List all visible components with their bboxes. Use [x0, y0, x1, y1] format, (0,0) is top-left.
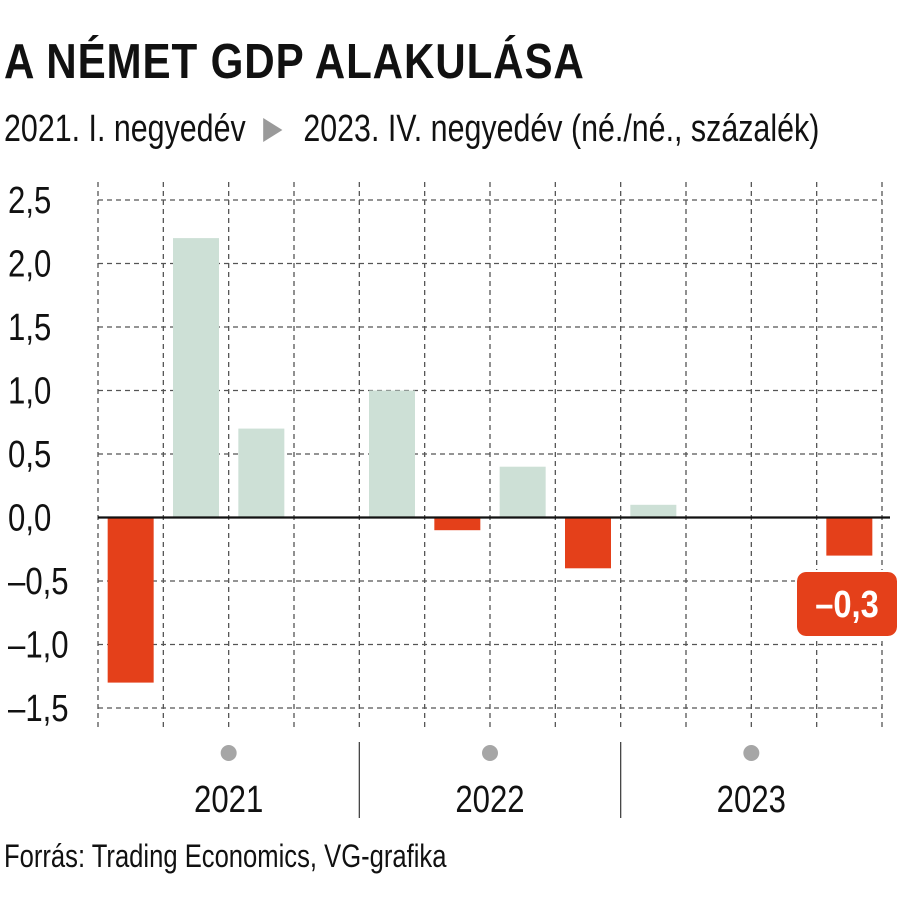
chart-title: A NÉMET GDP ALAKULÁSA	[4, 35, 585, 89]
x-year-label: 2021	[194, 779, 263, 821]
play-arrow-icon	[263, 117, 283, 142]
bar	[826, 517, 873, 556]
y-tick-label: 1,0	[8, 371, 51, 413]
year-marker-dot	[482, 745, 498, 761]
bar	[173, 238, 219, 518]
y-tick-label: 1,5	[8, 307, 51, 349]
y-tick-label: –0,5	[8, 561, 69, 603]
source-note: Forrás: Trading Economics, VG-grafika	[4, 838, 447, 874]
bar	[107, 517, 154, 683]
y-tick-label: –1,0	[8, 625, 69, 667]
bar	[434, 517, 481, 531]
bar	[369, 390, 415, 518]
subtitle-end: 2023. IV. negyedév (né./né., százalék)	[303, 108, 820, 150]
y-tick-label: 0,0	[8, 498, 51, 540]
x-year-label: 2022	[455, 779, 524, 821]
y-tick-label: –1,5	[8, 688, 69, 730]
y-tick-label: 2,0	[8, 244, 51, 286]
x-year-label: 2023	[717, 779, 786, 821]
bar	[630, 504, 677, 518]
y-tick-label: 2,5	[8, 180, 51, 222]
chart-subtitle: 2021. I. negyedév 2023. IV. negyedév (né…	[4, 108, 819, 151]
y-tick-label: 0,5	[8, 434, 51, 476]
value-callout-border	[795, 570, 899, 638]
subtitle-start: 2021. I. negyedév	[4, 108, 246, 150]
year-marker-dot	[220, 745, 237, 761]
value-callout-label: –0,3	[815, 583, 879, 626]
axis-labels: 2,5 2,0 1,5 1,0 0,5 0,0 –0,5 –1,0 –1,5 2021 2022 20…	[8, 180, 879, 821]
bar	[499, 466, 546, 518]
value-callout	[797, 572, 897, 636]
axes	[98, 516, 899, 818]
year-marker-dot	[743, 745, 760, 761]
bar-chart: 2,5 2,0 1,5 1,0 0,5 0,0 –0,5 –1,0 –1,5 2021 2022 20…	[8, 180, 899, 821]
bar	[565, 517, 611, 569]
bars	[107, 238, 873, 683]
bar	[238, 428, 285, 518]
